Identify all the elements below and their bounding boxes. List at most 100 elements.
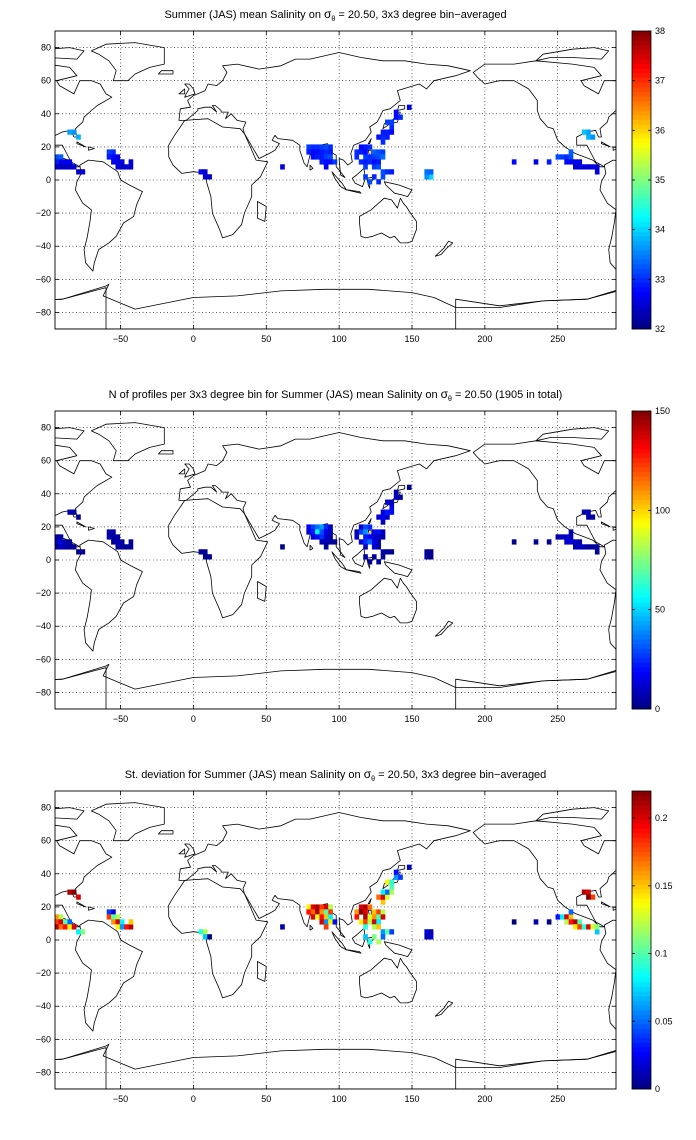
- data-cell: [385, 889, 390, 895]
- colorbar-swatch: [632, 527, 651, 533]
- data-cell: [323, 159, 329, 165]
- data-cell: [380, 154, 386, 160]
- y-tick-label: −80: [36, 1067, 51, 1077]
- colorbar-swatch: [632, 485, 651, 491]
- data-cell: [71, 924, 77, 930]
- data-cell: [398, 874, 403, 880]
- data-cell: [367, 914, 373, 920]
- colorbar-swatch: [632, 44, 651, 51]
- data-cell: [376, 514, 381, 520]
- colorbar-swatch: [632, 1000, 651, 1006]
- data-cell: [328, 904, 333, 910]
- colorbar-swatch: [632, 212, 651, 218]
- data-cell: [367, 144, 373, 150]
- data-cell: [55, 924, 59, 930]
- y-tick-label: −20: [36, 588, 51, 598]
- data-cell: [354, 534, 360, 540]
- colorbar-swatch: [632, 231, 651, 237]
- data-cell: [67, 509, 73, 515]
- data-cell: [376, 559, 381, 565]
- y-tick-label: 20: [41, 902, 51, 912]
- colorbar-swatch: [632, 550, 651, 556]
- colorbar-swatch: [632, 499, 651, 505]
- data-cell: [385, 514, 390, 520]
- data-cell: [315, 904, 320, 910]
- data-cell: [55, 544, 59, 550]
- data-cell: [363, 149, 368, 155]
- data-cell: [106, 149, 112, 155]
- y-tick-label: 60: [41, 836, 51, 846]
- data-cell: [106, 154, 112, 160]
- colorbar: 0 0.05 0.1 0.15 0.2: [631, 790, 673, 1094]
- data-cell: [428, 169, 434, 175]
- data-cell: [323, 149, 329, 155]
- y-tick-label: −40: [36, 241, 51, 251]
- colorbar-swatch: [632, 35, 651, 41]
- data-cell: [71, 509, 77, 515]
- data-cell: [332, 539, 338, 545]
- data-cell: [367, 539, 373, 545]
- data-cell: [568, 534, 574, 540]
- colorbar-swatch: [632, 1065, 651, 1071]
- data-cell: [111, 919, 116, 925]
- colorbar-swatch: [632, 156, 651, 162]
- colorbar-swatch: [632, 921, 651, 927]
- colorbar-swatch: [632, 606, 651, 612]
- colorbar-swatch: [632, 912, 651, 918]
- colorbar-swatch: [632, 263, 651, 269]
- colorbar-swatch: [632, 476, 651, 482]
- data-cell: [67, 164, 73, 170]
- data-cell: [424, 929, 430, 935]
- y-tick-label: 0: [46, 555, 51, 565]
- data-cell: [590, 164, 596, 170]
- data-cell: [389, 889, 395, 895]
- colorbar-swatch: [632, 597, 651, 603]
- data-cell: [586, 129, 591, 135]
- colorbar-swatch: [632, 991, 651, 997]
- colorbar-tick-label: 0.15: [655, 881, 673, 891]
- colorbar-swatch: [632, 415, 651, 421]
- data-cell: [533, 919, 539, 925]
- data-cell: [202, 549, 208, 555]
- colorbar-swatch: [632, 91, 651, 97]
- colorbar-swatch: [632, 935, 651, 941]
- data-cell: [363, 934, 368, 940]
- data-cell: [58, 164, 64, 170]
- data-cell: [63, 159, 68, 165]
- data-cell: [406, 484, 412, 490]
- data-cell: [371, 154, 377, 160]
- data-cell: [111, 529, 116, 535]
- colorbar-swatch: [632, 1014, 651, 1020]
- data-cell: [367, 524, 373, 530]
- colorbar-swatch: [632, 695, 651, 701]
- data-cell: [323, 919, 329, 925]
- data-cell: [306, 909, 312, 915]
- data-cell: [354, 914, 360, 920]
- colorbar-swatch: [632, 245, 651, 251]
- colorbar-swatch: [632, 128, 651, 134]
- data-cell: [315, 914, 320, 920]
- data-cell: [568, 154, 574, 160]
- colorbar-swatch: [632, 462, 651, 468]
- colorbar-swatch: [632, 249, 651, 255]
- colorbar-swatch: [632, 277, 651, 283]
- colorbar-swatch: [632, 1061, 651, 1067]
- colorbar-swatch: [632, 457, 651, 463]
- colorbar-swatch: [632, 291, 651, 297]
- data-cell: [128, 919, 134, 925]
- colorbar-swatch: [632, 518, 651, 524]
- data-cells: [55, 104, 600, 185]
- data-cell: [389, 119, 395, 125]
- colorbar-swatch: [632, 648, 651, 654]
- colorbar-swatch: [632, 1042, 651, 1048]
- colorbar-swatch: [632, 184, 651, 190]
- colorbar-swatch: [632, 879, 651, 885]
- colorbar-swatch: [632, 152, 651, 158]
- data-cell: [376, 914, 381, 920]
- y-tick-label: −80: [36, 687, 51, 697]
- colorbar-swatch: [632, 846, 651, 852]
- colorbar-tick-label: 0: [655, 704, 660, 714]
- data-cell: [310, 534, 316, 540]
- data-cell: [428, 554, 434, 560]
- colorbar-swatch: [632, 1056, 651, 1062]
